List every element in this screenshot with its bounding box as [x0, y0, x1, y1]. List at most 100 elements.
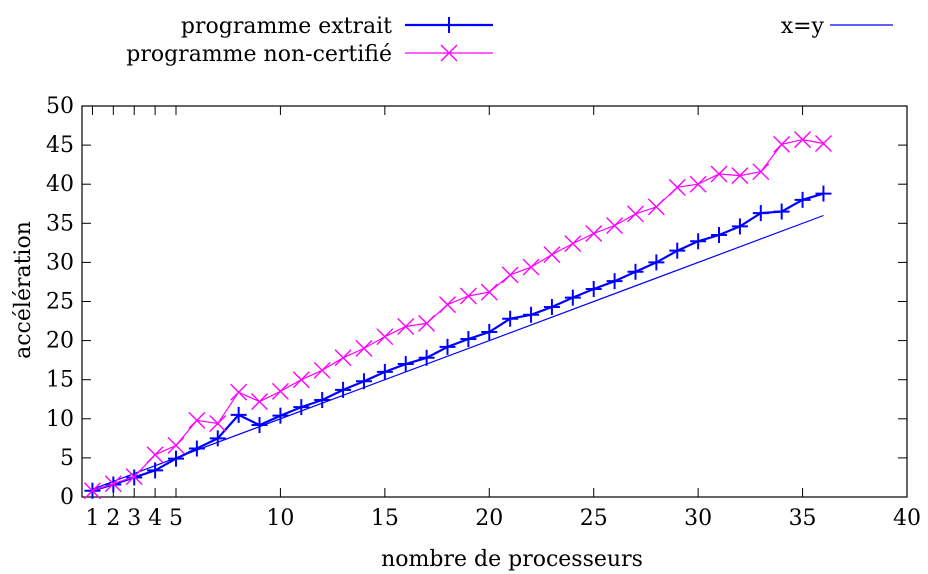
x-axis-label: nombre de processeurs	[381, 547, 643, 572]
series-x-eq-y	[92, 214, 824, 490]
y-tick-label: 0	[60, 485, 74, 510]
cross-marker-b	[271, 382, 289, 400]
x-tick-label: 4	[148, 506, 162, 531]
cross-marker-b	[397, 318, 415, 336]
x-tick-label: 15	[371, 506, 399, 531]
data-point	[668, 178, 686, 196]
x-tick-label: 25	[580, 506, 608, 531]
cross-marker-b	[585, 224, 603, 242]
cross-marker-b	[773, 135, 791, 153]
data-point	[125, 468, 143, 486]
data-point	[188, 440, 205, 457]
data-point	[104, 475, 122, 493]
data-point	[564, 235, 582, 253]
data-point	[648, 254, 665, 271]
legend-marker	[440, 44, 458, 62]
cross-marker-b	[647, 198, 665, 216]
data-point	[543, 298, 560, 315]
y-tick-label: 25	[46, 290, 74, 315]
legend: programme extrait programme non-certifié x…	[126, 14, 893, 67]
y-tick-label: 15	[46, 368, 74, 393]
data-point	[251, 393, 269, 411]
x-tick-label: 35	[789, 506, 817, 531]
legend-label: programme extrait	[181, 14, 392, 39]
data-point	[146, 446, 164, 464]
data-point	[606, 273, 623, 290]
cross-marker-b	[292, 371, 310, 389]
y-tick-label: 40	[46, 172, 74, 197]
data-point	[773, 135, 791, 153]
y-tick-label: 35	[46, 211, 74, 236]
data-point	[460, 331, 477, 348]
cross-marker-b	[440, 44, 458, 62]
data-point	[418, 314, 436, 332]
data-point	[814, 135, 832, 153]
x-tick-label: 2	[106, 506, 120, 531]
data-point	[480, 283, 498, 301]
legend-entry: programme extrait	[181, 14, 493, 39]
data-point	[230, 406, 247, 423]
data-point	[690, 233, 707, 250]
legend-entry: programme non-certifié	[126, 42, 493, 67]
series-line	[92, 214, 824, 490]
data-point	[313, 361, 331, 379]
cross-marker-b	[794, 131, 812, 149]
cross-marker-b	[626, 205, 644, 223]
plot-border	[81, 105, 908, 498]
data-point	[689, 175, 707, 193]
cross-marker-b	[731, 167, 749, 185]
x-tick-label: 40	[893, 506, 921, 531]
data-point	[669, 242, 686, 259]
cross-marker-b	[355, 339, 373, 357]
cross-marker-b	[83, 482, 101, 500]
data-point	[481, 323, 498, 340]
series-programme-non-certifie	[83, 131, 832, 500]
data-point	[794, 191, 811, 208]
cross-marker-b	[104, 475, 122, 493]
x-tick-label: 5	[169, 506, 183, 531]
data-point	[335, 381, 352, 398]
cross-marker-b	[376, 328, 394, 346]
data-point	[439, 338, 456, 355]
cross-marker-b	[251, 393, 269, 411]
plot-frame-group	[81, 105, 908, 498]
data-point	[83, 482, 101, 500]
data-point	[209, 430, 226, 447]
x-tick-label: 1	[85, 506, 99, 531]
y-axis-label: accélération	[11, 221, 36, 359]
data-point	[647, 198, 665, 216]
y-tick-label: 50	[46, 94, 74, 119]
data-point	[376, 363, 393, 380]
x-tick-label: 3	[127, 506, 141, 531]
data-point	[376, 328, 394, 346]
cross-marker-b	[710, 165, 728, 183]
data-point	[272, 407, 289, 424]
data-point	[459, 287, 477, 305]
data-point	[439, 296, 457, 314]
cross-marker-b	[752, 163, 770, 181]
cross-marker-b	[480, 283, 498, 301]
legend-label: x=y	[781, 14, 825, 39]
data-point	[251, 417, 268, 434]
data-point	[501, 266, 519, 284]
data-point	[230, 383, 248, 401]
y-tick-label: 30	[46, 250, 74, 275]
data-point	[355, 373, 372, 390]
y-tick-label: 20	[46, 329, 74, 354]
legend-label: programme non-certifié	[126, 42, 392, 67]
cross-marker-b	[668, 178, 686, 196]
data-point	[522, 258, 540, 276]
cross-marker-b	[313, 361, 331, 379]
cross-marker-b	[564, 235, 582, 253]
cross-marker-b	[501, 266, 519, 284]
data-point	[523, 306, 540, 323]
data-point	[355, 339, 373, 357]
cross-marker-b	[439, 296, 457, 314]
data-point	[502, 310, 519, 327]
y-tick-label: 45	[46, 133, 74, 158]
cross-marker-b	[146, 446, 164, 464]
data-point	[167, 450, 184, 467]
legend-entry: x=y	[781, 14, 893, 39]
data-point	[752, 205, 769, 222]
